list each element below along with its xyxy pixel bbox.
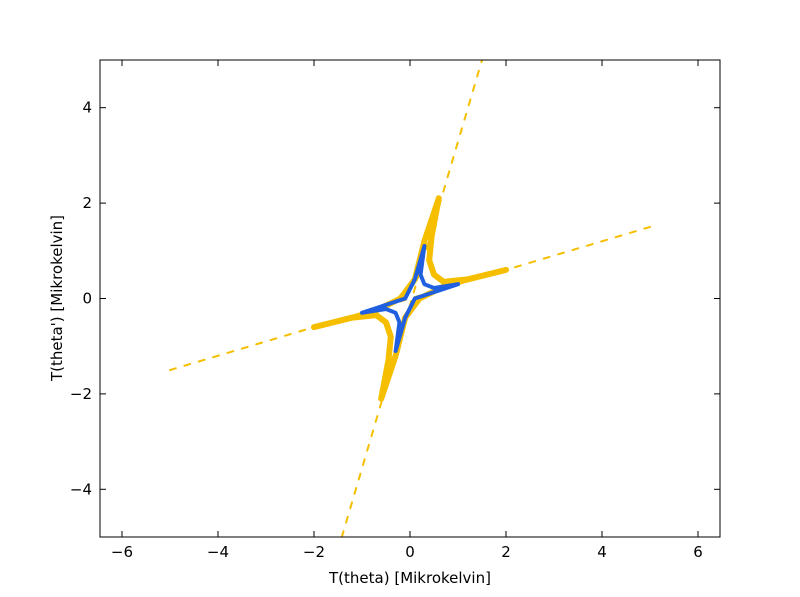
y-tick-label: −4 [70, 480, 92, 498]
x-tick-label: −4 [207, 543, 229, 561]
y-axis-label: T(theta') [Mikrokelvin] [48, 215, 66, 382]
y-tick-label: 2 [82, 194, 92, 212]
x-tick-label: 6 [693, 543, 703, 561]
x-tick-label: 2 [501, 543, 511, 561]
y-tick-label: 0 [82, 290, 92, 308]
x-axis-label: T(theta) [Mikrokelvin] [328, 569, 491, 587]
contour-line [359, 244, 461, 353]
x-tick-label: −6 [111, 543, 133, 561]
x-tick-label: 4 [597, 543, 607, 561]
x-tick-label: −2 [303, 543, 325, 561]
y-tick-label: −2 [70, 385, 92, 403]
y-tick-label: 4 [82, 99, 92, 117]
x-tick-label: 0 [405, 543, 415, 561]
